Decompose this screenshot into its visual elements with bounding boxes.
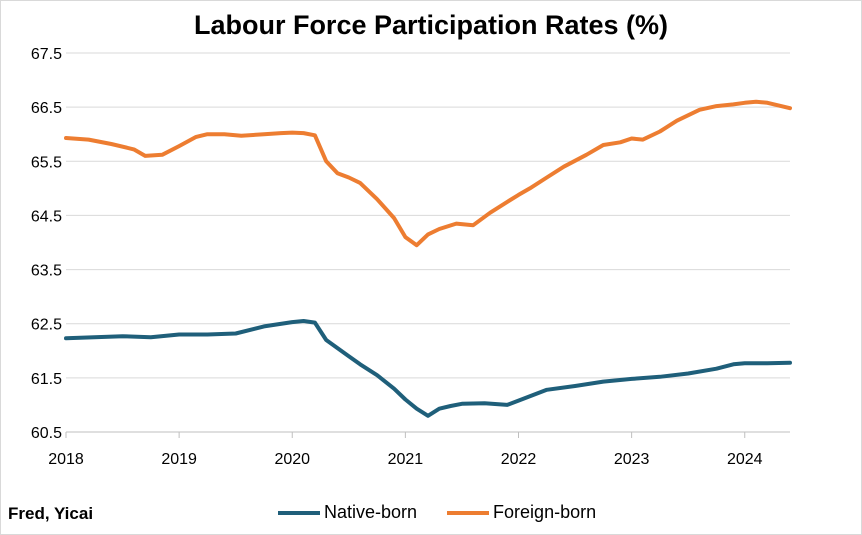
y-tick-60.5: 60.5 [31, 425, 62, 442]
legend-swatch-native-born [278, 510, 320, 515]
y-tick-67.5: 67.5 [31, 46, 62, 63]
axes [65, 431, 790, 438]
x-tick-2021: 2021 [388, 451, 424, 468]
series-line-native-born [64, 319, 792, 418]
series-line-foreign-born [64, 99, 792, 248]
legend-swatch-foreign-born [447, 510, 490, 515]
gridlines [66, 52, 790, 379]
y-tick-62.5: 62.5 [31, 317, 62, 334]
legend-label-foreign-born: Foreign-born [493, 502, 597, 522]
x-tick-2023: 2023 [614, 451, 650, 468]
source-note: Fred, Yicai [8, 504, 94, 523]
x-tick-2018: 2018 [48, 451, 84, 468]
x-tick-labels: 2018 2019 2020 2021 2022 2023 2024 [48, 451, 762, 468]
chart-title: Labour Force Participation Rates (%) [193, 10, 669, 40]
x-tick-2024: 2024 [727, 451, 763, 468]
y-tick-65.5: 65.5 [31, 154, 62, 171]
y-tick-63.5: 63.5 [31, 263, 62, 280]
x-tick-2019: 2019 [161, 451, 197, 468]
legend-item-native-born: Native-born [278, 502, 417, 523]
y-tick-labels: 67.5 66.5 65.5 64.5 63.5 62.5 61.5 60.5 [31, 46, 62, 442]
legend: Native-born Foreign-born [278, 502, 626, 523]
legend-label-native-born: Native-born [324, 502, 418, 522]
y-tick-64.5: 64.5 [31, 208, 62, 225]
series-lines [64, 99, 792, 418]
x-tick-2020: 2020 [274, 451, 310, 468]
legend-item-foreign-born: Foreign-born [447, 502, 596, 523]
y-tick-61.5: 61.5 [31, 371, 62, 388]
y-tick-66.5: 66.5 [31, 100, 62, 117]
x-tick-2022: 2022 [501, 451, 537, 468]
